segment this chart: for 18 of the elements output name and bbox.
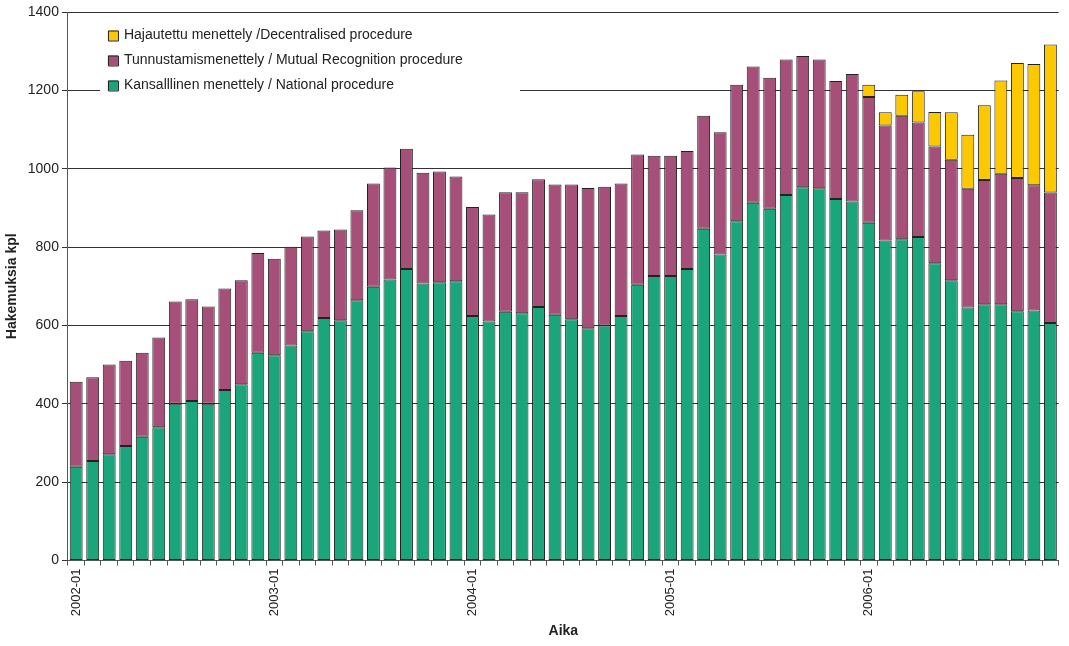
x-tick-label: 2002-01 — [67, 568, 83, 617]
y-axis-title: Hakemuksia kpl — [3, 233, 20, 340]
x-tick-label: 2006-01 — [860, 568, 876, 617]
legend-label: Hajautettu menettely /Decentralised procedure — [123, 26, 413, 43]
y-tick-label: 0 — [51, 551, 60, 568]
legend-label: Kansalllinen menettely / National procedure — [123, 76, 395, 93]
x-tick-label: 2004-01 — [464, 568, 480, 617]
y-tick-label: 1000 — [27, 159, 60, 176]
y-tick-label: 600 — [35, 316, 60, 333]
legend-label: Tunnustamismenettely / Mutual Recognition procedure — [123, 51, 463, 68]
y-tick-label: 1400 — [27, 2, 60, 19]
y-tick-label: 400 — [35, 394, 60, 411]
x-tick-label: 2003-01 — [265, 568, 281, 617]
y-tick-label: 200 — [35, 472, 60, 489]
y-tick-label: 1200 — [27, 81, 60, 98]
x-axis-title: Aika — [548, 622, 579, 639]
x-tick-label: 2005-01 — [662, 568, 678, 617]
y-tick-label: 800 — [35, 237, 60, 254]
